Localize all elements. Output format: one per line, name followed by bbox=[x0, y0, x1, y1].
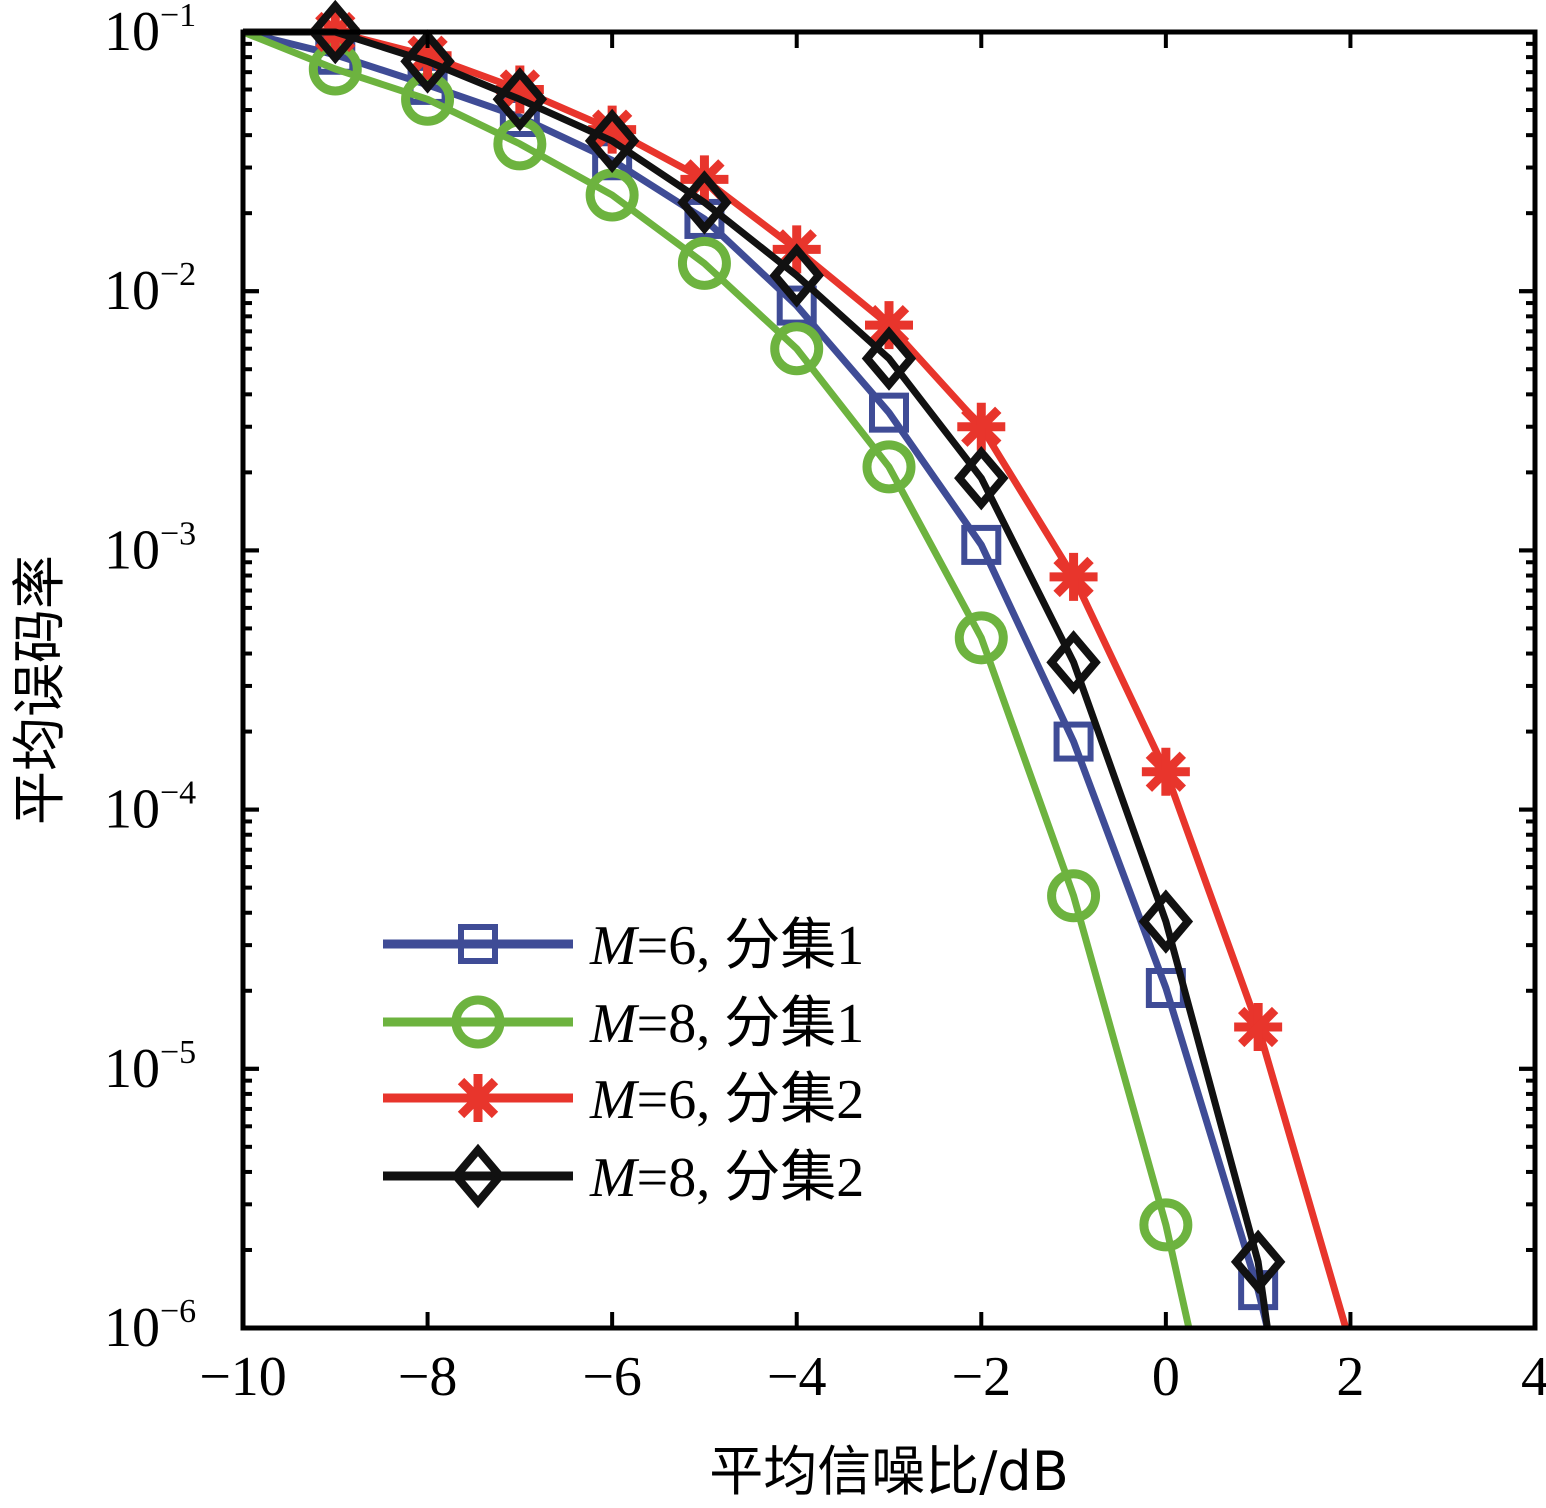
x-tick-label: −2 bbox=[951, 1346, 1011, 1408]
x-tick-label: −10 bbox=[199, 1346, 287, 1408]
data-point bbox=[769, 243, 824, 308]
data-point bbox=[584, 108, 640, 174]
data-point bbox=[308, 0, 363, 65]
data-point bbox=[861, 326, 917, 391]
y-tick-label: 10−1 bbox=[104, 0, 196, 63]
data-point bbox=[770, 322, 824, 376]
legend-swatch-marker bbox=[451, 995, 505, 1049]
x-tick-label: −6 bbox=[582, 1346, 642, 1408]
y-tick-label: 10−5 bbox=[104, 1034, 196, 1100]
x-axis-title: 平均信噪比/dB bbox=[709, 1440, 1069, 1503]
data-point bbox=[1230, 1229, 1286, 1295]
data-point bbox=[862, 440, 916, 494]
data-point bbox=[954, 611, 1008, 665]
y-tick-label: 10−6 bbox=[104, 1293, 196, 1359]
plot-frame bbox=[240, 29, 1538, 1331]
ticks-layer bbox=[241, 30, 1537, 1330]
x-tick-label: −4 bbox=[767, 1346, 827, 1408]
x-tick-label: 2 bbox=[1336, 1346, 1364, 1408]
legend-swatch-marker bbox=[454, 1074, 502, 1122]
y-tick-label: 10−2 bbox=[104, 256, 196, 322]
series-layer bbox=[241, 0, 1350, 1329]
legend-label: M=8, 分集2 bbox=[589, 1147, 864, 1209]
legend-item: M=6, 分集2 bbox=[383, 1069, 864, 1131]
data-point bbox=[1141, 747, 1190, 796]
x-tick-labels: −10 −8 −6 −4 −2 0 2 4 bbox=[199, 1346, 1546, 1408]
data-point bbox=[1139, 1198, 1193, 1252]
series-line bbox=[241, 28, 1193, 1329]
legend-item: M=8, 分集1 bbox=[383, 993, 864, 1055]
data-point bbox=[492, 67, 548, 132]
series-line bbox=[243, 28, 1271, 1329]
legend-swatch-marker bbox=[450, 1143, 506, 1209]
legend-swatch-marker bbox=[458, 924, 498, 964]
legend-item: M=8, 分集2 bbox=[383, 1143, 864, 1209]
data-point bbox=[1138, 889, 1194, 954]
x-tick-label: 0 bbox=[1152, 1346, 1180, 1408]
x-tick-label: −8 bbox=[398, 1346, 458, 1408]
data-point bbox=[1046, 630, 1101, 695]
data-point bbox=[869, 392, 909, 433]
data-point bbox=[1053, 721, 1094, 762]
y-tick-label: 10−3 bbox=[104, 515, 196, 581]
x-tick-label: 4 bbox=[1521, 1346, 1546, 1408]
data-point bbox=[1047, 869, 1101, 923]
data-point bbox=[400, 29, 455, 94]
series-4 bbox=[243, 0, 1286, 1329]
legend-item: M=6, 分集1 bbox=[383, 915, 864, 977]
data-point bbox=[1234, 1002, 1283, 1051]
legend-label: M=6, 分集2 bbox=[589, 1069, 864, 1131]
y-tick-labels: 10−1 10−2 10−3 10−4 10−5 10−6 bbox=[104, 0, 196, 1359]
y-axis-title: 平均误码率 bbox=[8, 555, 71, 825]
data-point bbox=[957, 402, 1006, 451]
data-point bbox=[677, 236, 731, 290]
legend: M=6, 分集1 M=8, 分集1 M=6, 分集2 M=8, 分集2 bbox=[383, 915, 864, 1209]
data-point bbox=[1049, 552, 1098, 601]
series-line bbox=[242, 28, 1271, 1329]
data-point bbox=[677, 170, 732, 235]
data-point bbox=[865, 301, 913, 350]
legend-label: M=8, 分集1 bbox=[589, 993, 864, 1055]
y-tick-label: 10−4 bbox=[104, 775, 196, 841]
data-point bbox=[961, 524, 1002, 565]
legend-label: M=6, 分集1 bbox=[589, 915, 864, 977]
data-point bbox=[954, 445, 1009, 511]
